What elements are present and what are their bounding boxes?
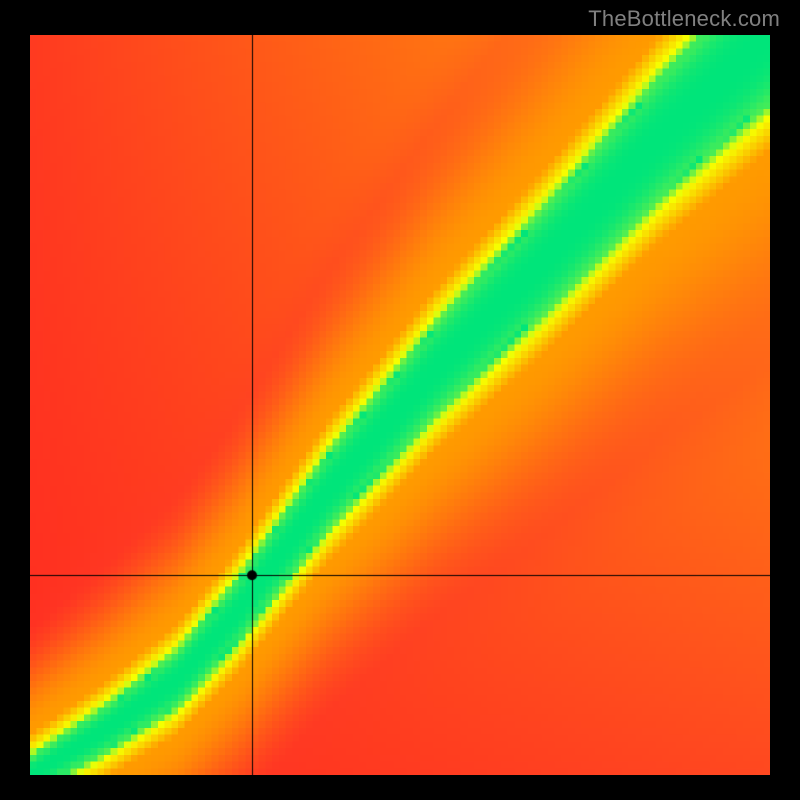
crosshair-overlay <box>30 35 770 775</box>
watermark-text: TheBottleneck.com <box>588 6 780 32</box>
heatmap-plot <box>30 35 770 775</box>
figure-outer: TheBottleneck.com <box>0 0 800 800</box>
